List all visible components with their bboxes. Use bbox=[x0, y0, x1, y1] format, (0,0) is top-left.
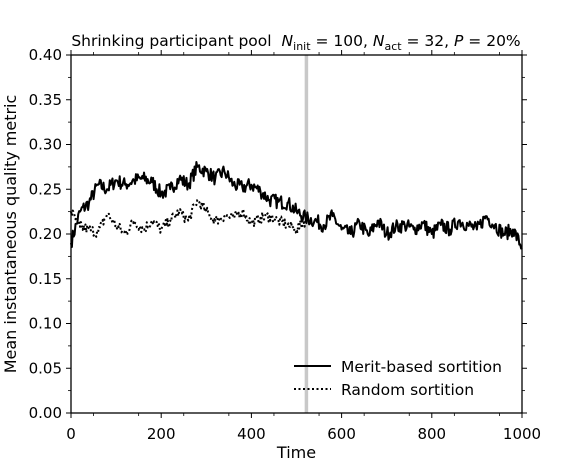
plot-frame bbox=[70, 54, 523, 414]
legend-label-merit: Merit-based sortition bbox=[341, 358, 502, 376]
title-param-n-act: Nact = 32, bbox=[373, 32, 454, 53]
x-tick-label: 600 bbox=[327, 425, 356, 443]
title-param-n-init: Ninit = 100, bbox=[282, 32, 373, 53]
p-value: 20% bbox=[486, 32, 520, 50]
y-tick-label: 0.30 bbox=[29, 136, 62, 154]
legend: Merit-based sortition Random sortition bbox=[294, 358, 502, 399]
y-tick-label: 0.40 bbox=[29, 46, 62, 64]
n-init-subscript: init bbox=[293, 40, 311, 53]
x-axis-ticks: 0 200 400 600 800 1000 bbox=[66, 50, 541, 443]
y-tick-label: 0.25 bbox=[29, 180, 62, 198]
y-tick-label: 0.05 bbox=[29, 359, 62, 377]
chart-title: Shrinking participant pool Ninit = 100, … bbox=[71, 32, 520, 53]
series-lines bbox=[70, 160, 523, 250]
y-tick-label: 0.15 bbox=[29, 270, 62, 288]
p-symbol: P bbox=[454, 32, 464, 50]
x-tick-label: 400 bbox=[237, 425, 266, 443]
n-act-value: 32 bbox=[424, 32, 444, 50]
title-param-p: P = 20% bbox=[454, 32, 521, 50]
y-tick-label: 0.10 bbox=[29, 315, 62, 333]
x-tick-label: 800 bbox=[417, 425, 446, 443]
x-axis-label: Time bbox=[276, 443, 316, 462]
chart-title-text: Shrinking participant pool bbox=[71, 32, 271, 50]
x-tick-label: 0 bbox=[66, 425, 76, 443]
n-init-value: 100 bbox=[333, 32, 363, 50]
y-tick-label: 0.35 bbox=[29, 91, 62, 109]
y-axis-label: Mean instantaneous quality metric bbox=[1, 95, 20, 374]
x-tick-label: 200 bbox=[147, 425, 176, 443]
series-line-random bbox=[70, 198, 307, 238]
y-tick-label: 0.00 bbox=[29, 404, 62, 422]
y-axis-ticks: 0.00 0.05 0.10 0.15 0.20 0.25 0.30 0.35 0.40 bbox=[29, 46, 527, 422]
x-tick-label: 1000 bbox=[503, 425, 541, 443]
n-init-symbol: N bbox=[282, 32, 294, 50]
n-act-symbol: N bbox=[373, 32, 385, 50]
legend-label-random: Random sortition bbox=[341, 381, 474, 399]
series-line-merit-based bbox=[70, 160, 523, 250]
n-act-subscript: act bbox=[384, 40, 402, 53]
y-tick-label: 0.20 bbox=[29, 225, 62, 243]
